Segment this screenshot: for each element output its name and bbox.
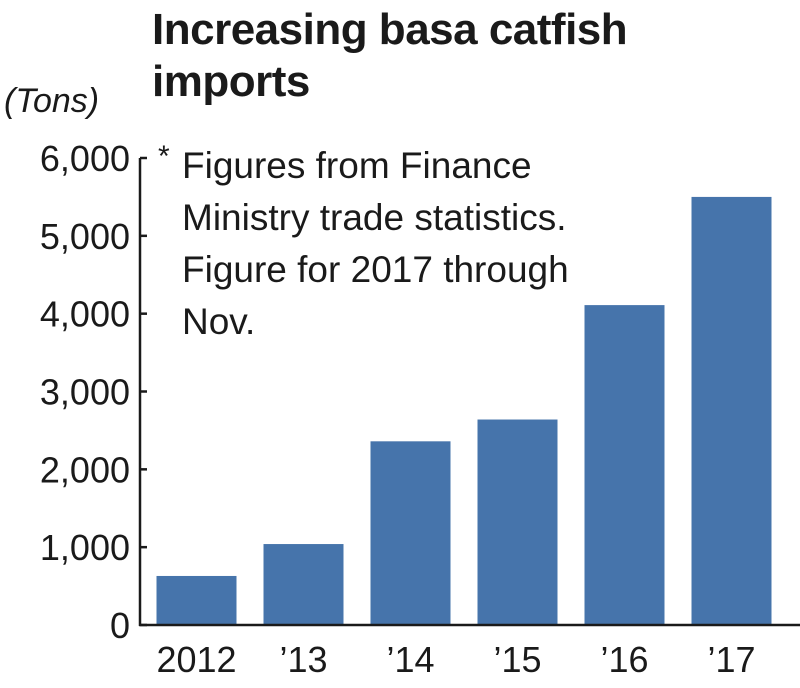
chart-title-line-1: Increasing basa catfish [152,5,628,54]
note-line-3: Figure for 2017 through [182,249,569,290]
bar-’14 [370,441,451,625]
chart-title-line-2: imports [152,57,310,106]
chart-title: Increasing basa catfish imports [152,4,628,108]
bar-’13 [263,544,344,625]
y-tick-label: 0 [110,605,130,646]
x-tick-label: ’17 [707,639,755,680]
bar-’15 [477,419,558,625]
y-tick-label: 1,000 [40,527,130,568]
x-tick-label: ’15 [493,639,541,680]
note-line-2: Ministry trade statistics. [182,197,567,238]
bar-’17 [691,196,772,625]
x-tick-label: ’16 [600,639,648,680]
x-tick-label: 2012 [156,639,236,680]
y-tick-label: 6,000 [40,138,130,179]
bar-’16 [584,305,665,625]
x-tick-label: ’13 [279,639,327,680]
y-axis-unit-label: (Tons) [4,82,100,120]
note-asterisk: * [158,140,170,173]
x-tick-label: ’14 [386,639,434,680]
source-note: Figures from Finance Ministry trade stat… [182,140,569,348]
bar-2012 [156,575,237,625]
y-tick-label: 2,000 [40,449,130,490]
note-line-4: Nov. [182,301,256,342]
y-tick-label: 3,000 [40,372,130,413]
y-tick-label: 4,000 [40,294,130,335]
note-line-1: Figures from Finance [182,145,532,186]
y-tick-label: 5,000 [40,216,130,257]
